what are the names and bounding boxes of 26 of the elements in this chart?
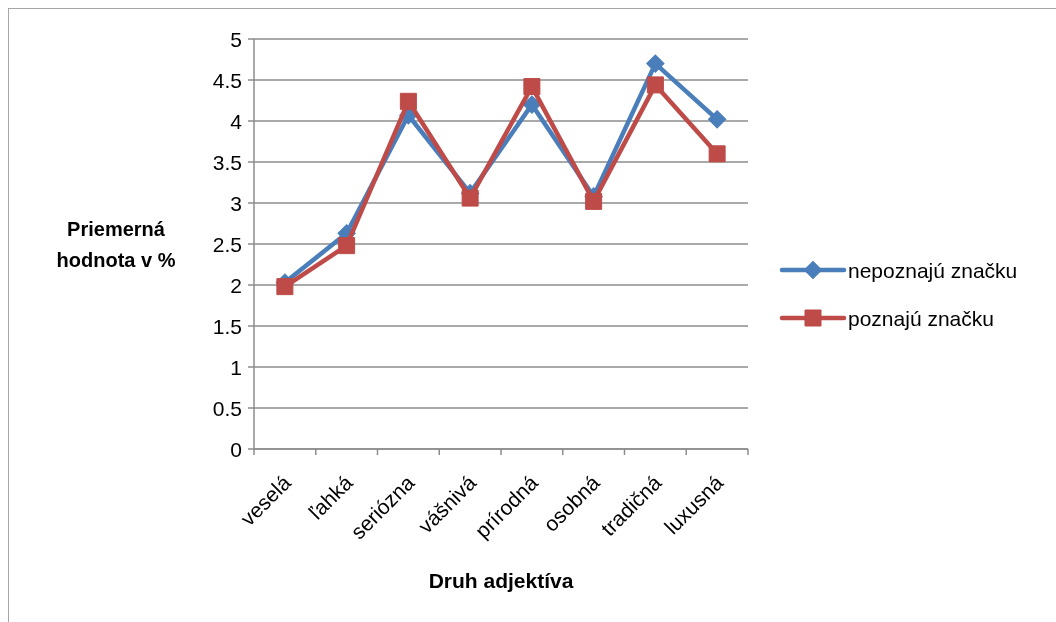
x-axis-title: Druh adjektíva	[428, 569, 574, 592]
y-tick-label: 5	[230, 27, 242, 51]
point	[646, 54, 665, 73]
y-tick-label: 2.5	[212, 232, 242, 256]
y-tick-label: 0.5	[212, 396, 242, 420]
point	[646, 76, 664, 94]
y-axis-title: Priemerná hodnota v %	[56, 218, 176, 271]
point	[276, 278, 294, 296]
y-tick-label: 4	[230, 109, 243, 133]
y-tick-label: 3.5	[212, 150, 242, 174]
point	[585, 192, 603, 210]
point	[522, 95, 542, 114]
y-tick-label: 3	[230, 191, 242, 215]
point	[523, 78, 541, 96]
point	[461, 189, 479, 207]
legend-label: poznajú značku	[848, 306, 994, 330]
y-tick-label: 4.5	[212, 68, 242, 92]
y-tick-label: 1.5	[212, 314, 242, 338]
y-tick-label: 1	[230, 355, 242, 379]
point	[707, 110, 727, 129]
y-tick-label: 2	[230, 273, 242, 297]
point	[708, 145, 726, 163]
y-tick-label: 0	[230, 437, 242, 461]
point	[338, 237, 356, 255]
point	[399, 92, 417, 110]
legend-label: nepoznajú značku	[848, 258, 1018, 282]
